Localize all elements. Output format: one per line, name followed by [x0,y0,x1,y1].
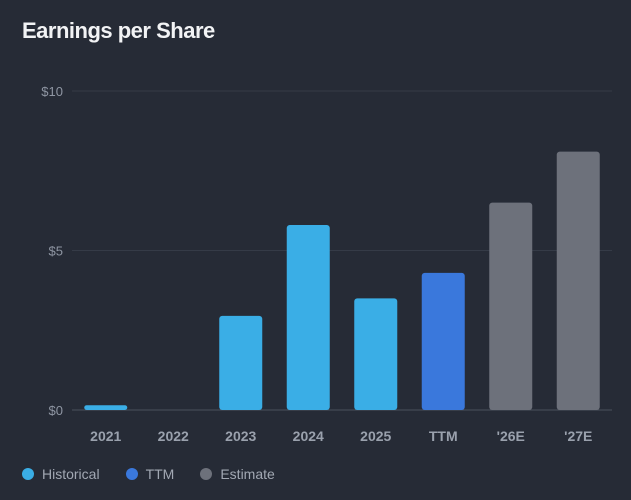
x-tick-label: 2023 [225,428,256,444]
chart-title: Earnings per Share [22,18,215,43]
legend-swatch-ttm [125,468,138,480]
chart-legend: Historical TTM Estimate [22,466,275,482]
legend-label-historical: Historical [42,466,100,482]
x-tick-label: 2025 [360,428,391,444]
legend-label-ttm: TTM [145,466,175,482]
bar-7[interactable] [556,151,600,411]
legend-item-ttm[interactable]: TTM [125,466,175,482]
legend-swatch-historical [22,468,34,480]
bar-0[interactable] [84,405,128,410]
x-tick-label: 2022 [158,428,189,444]
x-tick-label: '26E [497,428,525,444]
y-tick-label: $10 [41,84,63,99]
legend-item-historical[interactable]: Historical [22,466,100,482]
bars [84,151,600,411]
y-tick-label: $5 [49,244,63,259]
legend-item-estimate[interactable]: Estimate [200,466,275,482]
legend-label-estimate: Estimate [220,466,275,482]
bar-chart: $0 $5 $10 2021 2022 2023 2024 2025 TTM '26E '27E [41,84,612,444]
category-labels: 2021 2022 2023 2024 2025 TTM '26E '27E [90,428,592,444]
bar-5[interactable] [421,272,465,410]
legend-swatch-estimate [200,468,213,480]
x-tick-label: '27E [564,428,592,444]
bar-2[interactable] [219,315,263,410]
bar-6[interactable] [489,202,533,410]
bar-3[interactable] [286,224,330,410]
x-tick-label: 2024 [293,428,324,444]
x-tick-label: 2021 [90,428,121,444]
bar-4[interactable] [354,298,398,410]
y-tick-label: $0 [49,403,63,418]
x-tick-label: TTM [429,428,458,444]
